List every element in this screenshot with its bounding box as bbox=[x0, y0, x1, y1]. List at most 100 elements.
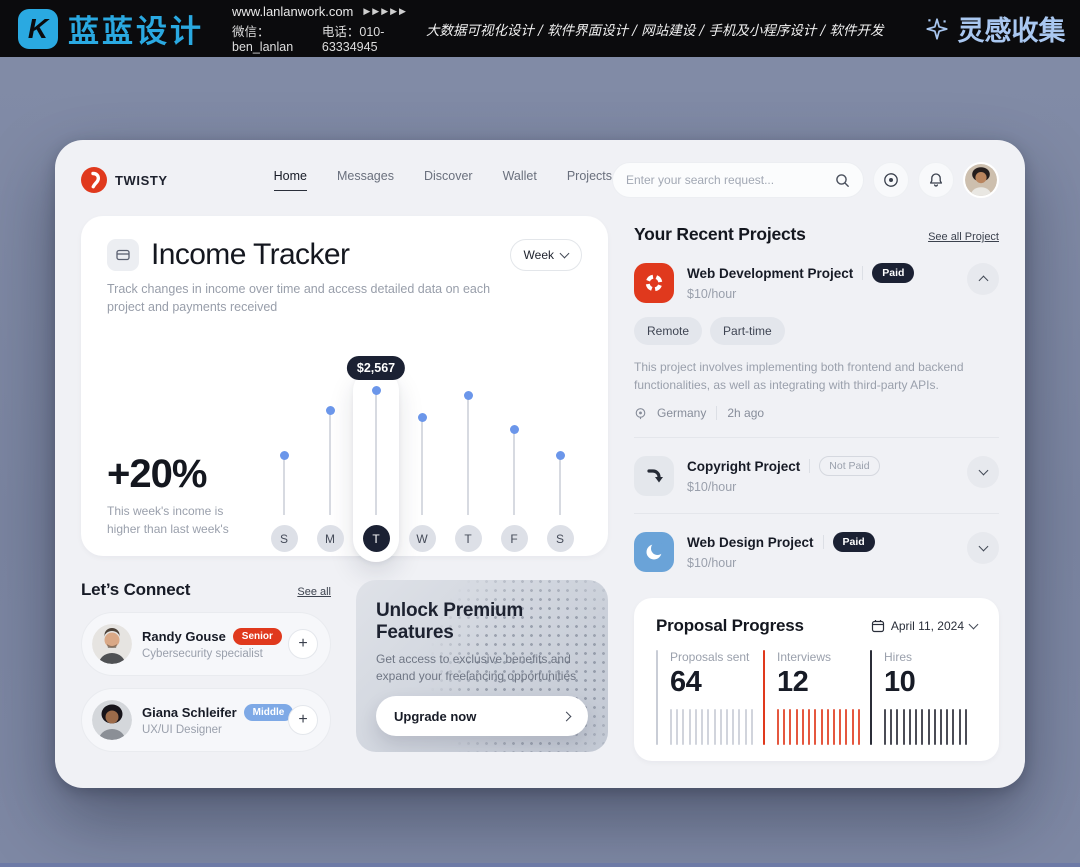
tick-mark bbox=[814, 709, 817, 745]
expand-project-button[interactable] bbox=[967, 456, 999, 488]
banner-website[interactable]: www.lanlanwork.com bbox=[232, 3, 354, 19]
target-button[interactable] bbox=[873, 162, 909, 198]
chart-column-t-4[interactable]: T bbox=[445, 322, 491, 553]
project-rate: $10/hour bbox=[687, 287, 737, 301]
add-person-button[interactable]: + bbox=[288, 629, 318, 659]
chart-stem bbox=[371, 386, 381, 516]
upgrade-now-button[interactable]: Upgrade now bbox=[376, 696, 588, 736]
tick-bar bbox=[670, 709, 763, 745]
person-avatar bbox=[92, 700, 132, 740]
project-name: Web Design Project bbox=[687, 534, 814, 550]
user-avatar[interactable] bbox=[963, 162, 999, 198]
chart-day-label[interactable]: S bbox=[546, 525, 574, 553]
chart-dot bbox=[417, 413, 427, 423]
separator bbox=[862, 266, 864, 280]
connect-title: Let’s Connect bbox=[81, 580, 191, 599]
search-bar[interactable] bbox=[612, 162, 864, 198]
nav-home[interactable]: Home bbox=[273, 169, 307, 191]
tick-mark bbox=[857, 709, 860, 745]
level-badge: Senior bbox=[232, 628, 282, 645]
chart-dot bbox=[371, 386, 381, 396]
chart-stem bbox=[417, 413, 427, 516]
tick-mark bbox=[884, 709, 886, 745]
add-person-button[interactable]: + bbox=[288, 705, 318, 735]
chart-column-s-0[interactable]: S bbox=[261, 322, 307, 553]
level-badge: Middle bbox=[243, 704, 294, 721]
chart-day-label[interactable]: W bbox=[408, 525, 436, 553]
collapse-project-button[interactable] bbox=[967, 263, 999, 295]
income-subtitle: Track changes in income over time and ac… bbox=[107, 282, 491, 315]
project-tag: Part-time bbox=[710, 317, 785, 345]
chart-column-w-3[interactable]: W bbox=[399, 322, 445, 553]
divider bbox=[634, 513, 999, 514]
chart-day-label[interactable]: M bbox=[316, 525, 344, 553]
inspiration-collect[interactable]: 灵感收集 bbox=[924, 9, 1066, 48]
recent-projects-title: Your Recent Projects bbox=[634, 224, 806, 244]
brand-name: TWISTY bbox=[115, 172, 168, 188]
kpi-divider bbox=[763, 650, 765, 745]
tick-mark bbox=[738, 709, 741, 745]
project-icon-webdesign bbox=[634, 532, 674, 572]
tick-mark bbox=[946, 709, 949, 745]
tick-mark bbox=[832, 709, 835, 745]
separator bbox=[716, 406, 718, 420]
chart-day-label[interactable]: T bbox=[362, 525, 390, 553]
connect-see-all-link[interactable]: See all bbox=[297, 586, 331, 598]
chart-column-m-1[interactable]: M bbox=[307, 322, 353, 553]
chart-column-s-6[interactable]: S bbox=[537, 322, 583, 553]
separator bbox=[822, 535, 824, 549]
chart-stem bbox=[279, 451, 289, 516]
tick-mark bbox=[927, 709, 930, 745]
chart-column-t-2[interactable]: $2,567 T bbox=[346, 322, 406, 563]
see-all-projects-link[interactable]: See all Project bbox=[928, 231, 999, 243]
tick-mark bbox=[952, 709, 955, 745]
upgrade-label: Upgrade now bbox=[394, 708, 477, 724]
nav-projects[interactable]: Projects bbox=[566, 169, 612, 183]
chart-dot bbox=[509, 425, 519, 435]
chevron-down-icon bbox=[978, 541, 988, 552]
lanlan-logo-text: 蓝蓝设计 bbox=[68, 14, 204, 49]
project-location: Germany bbox=[657, 406, 707, 420]
tick-mark bbox=[789, 709, 792, 745]
tick-mark bbox=[701, 709, 704, 745]
nav-messages[interactable]: Messages bbox=[336, 169, 394, 183]
tick-mark bbox=[826, 709, 829, 745]
tick-mark bbox=[808, 709, 811, 745]
project-time: 2h ago bbox=[727, 406, 765, 420]
separator bbox=[809, 459, 811, 473]
kpi-label: Proposals sent bbox=[670, 650, 750, 664]
kpi-hires: Hires 10 bbox=[870, 650, 977, 745]
kpi-divider bbox=[870, 650, 872, 745]
chart-column-f-5[interactable]: F bbox=[491, 322, 537, 553]
calendar-icon bbox=[871, 620, 884, 633]
promo-banner: K 蓝蓝设计 www.lanlanwork.com ▶▶▶▶▶ 微信：ben_l… bbox=[0, 0, 1080, 57]
project-row: Web Development Project Paid $10/hour bbox=[634, 263, 999, 303]
project-description: This project involves implementing both … bbox=[634, 360, 964, 392]
chart-day-label[interactable]: S bbox=[270, 525, 298, 553]
nav-discover[interactable]: Discover bbox=[423, 169, 473, 183]
expand-project-button[interactable] bbox=[967, 532, 999, 564]
period-dropdown[interactable]: Week bbox=[509, 239, 582, 271]
banner-phone: 电话：010-63334945 bbox=[321, 24, 385, 54]
chevron-right-icon bbox=[561, 711, 572, 721]
date-dropdown[interactable]: April 11, 2024 bbox=[871, 619, 979, 633]
tick-mark bbox=[915, 709, 918, 745]
chart-day-label[interactable]: T bbox=[454, 525, 482, 553]
tick-bar bbox=[884, 709, 977, 745]
person-card[interactable]: Randy Gouse Senior Cybersecurity special… bbox=[81, 612, 331, 676]
date-value: April 11, 2024 bbox=[890, 619, 964, 633]
chart-day-label[interactable]: F bbox=[500, 525, 528, 553]
nav-wallet[interactable]: Wallet bbox=[502, 169, 537, 183]
project-tag: Remote bbox=[634, 317, 703, 345]
brand[interactable]: TWISTY bbox=[81, 167, 226, 193]
status-badge: Not Paid bbox=[819, 456, 880, 476]
chart-dot bbox=[555, 451, 565, 461]
premium-body: Get access to exclusive benefits and exp… bbox=[376, 652, 577, 684]
dashboard-header: TWISTY Home Messages Discover Wallet Pro… bbox=[81, 160, 999, 200]
search-input[interactable] bbox=[626, 173, 827, 187]
tick-mark bbox=[732, 709, 735, 745]
person-card[interactable]: Giana Schleifer Middle UX/UI Designer + bbox=[81, 688, 331, 752]
tick-mark bbox=[801, 709, 804, 745]
tick-mark bbox=[820, 709, 823, 745]
notifications-button[interactable] bbox=[918, 162, 954, 198]
